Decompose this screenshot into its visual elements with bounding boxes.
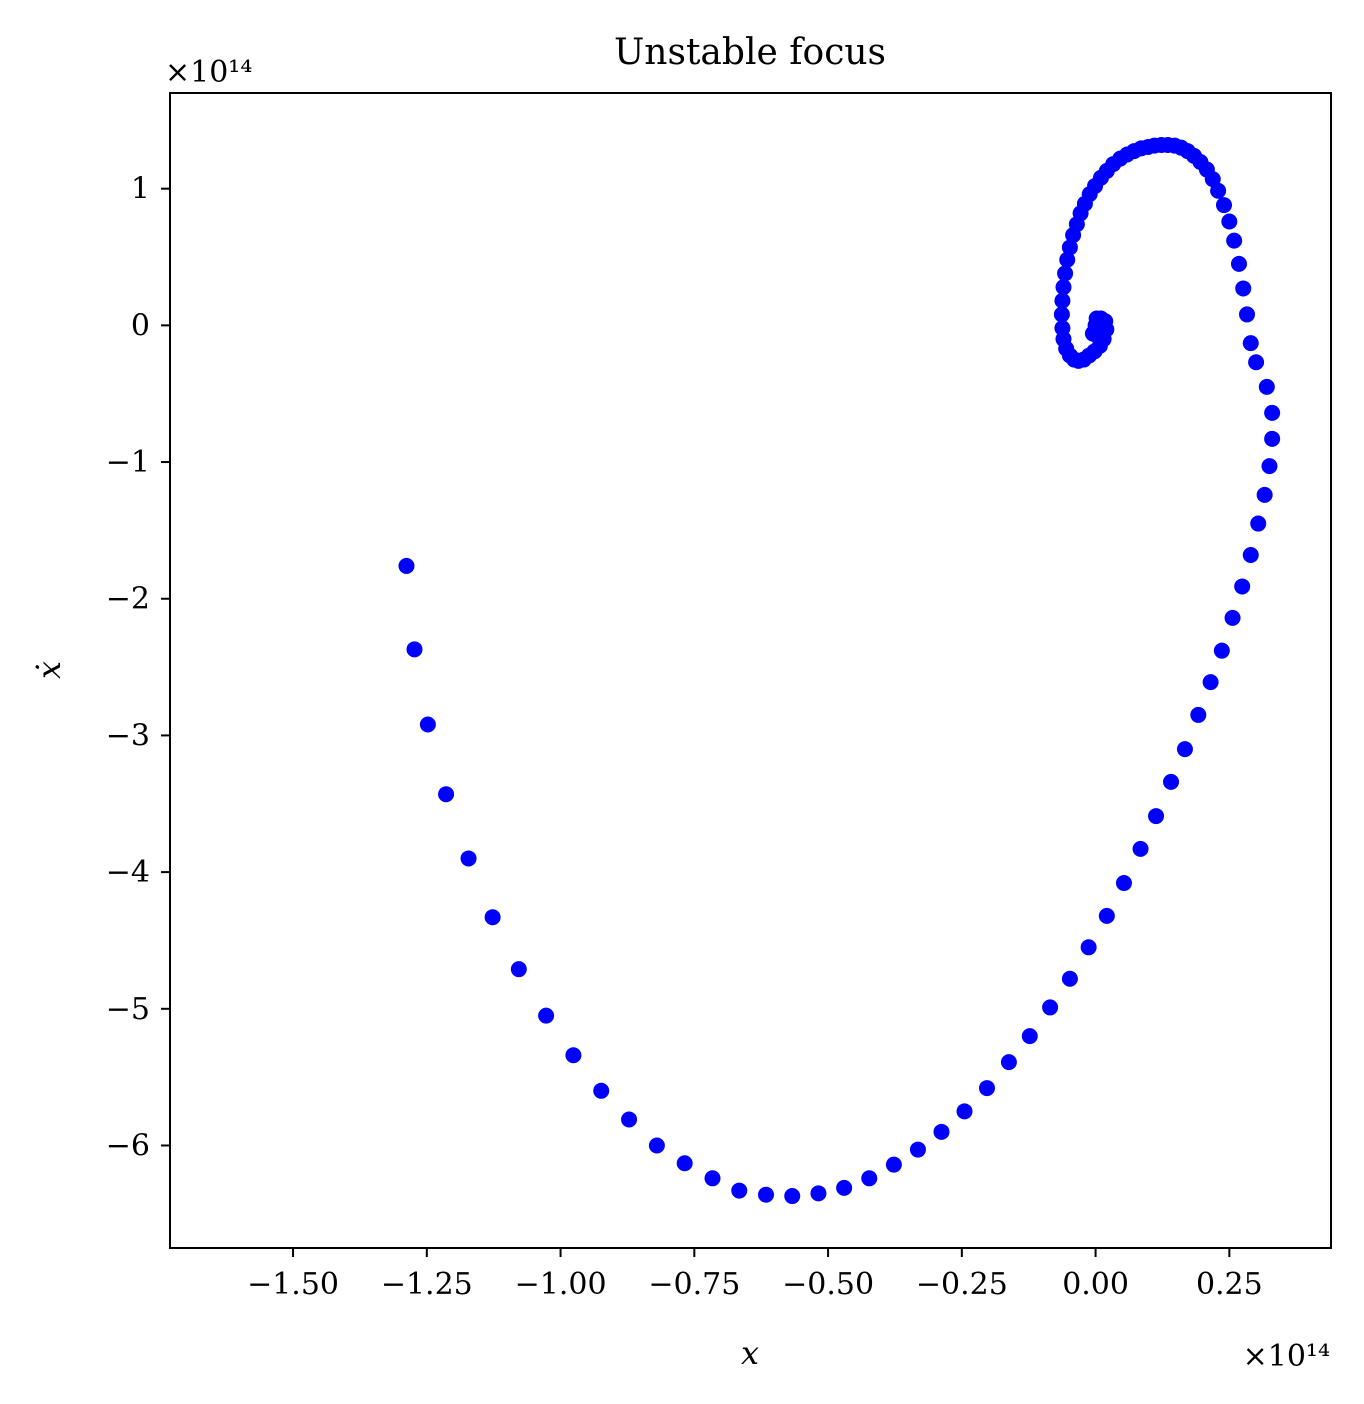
data-point	[1264, 430, 1281, 447]
data-point	[676, 1155, 693, 1172]
x-tick-label: −0.75	[648, 1267, 740, 1302]
y-tick-label: −1	[106, 445, 150, 480]
data-point	[419, 716, 436, 733]
y-tick-label: −6	[106, 1128, 150, 1163]
data-point	[933, 1123, 950, 1140]
data-point	[510, 961, 527, 978]
data-point	[1080, 939, 1097, 956]
data-point	[1213, 642, 1230, 659]
data-point	[1239, 306, 1256, 323]
data-point	[1258, 378, 1275, 395]
data-point	[1163, 773, 1180, 790]
data-point	[648, 1137, 665, 1154]
data-point	[406, 641, 423, 658]
data-point	[1053, 306, 1070, 323]
data-point	[460, 850, 477, 867]
data-point	[836, 1179, 853, 1196]
data-point	[1190, 706, 1207, 723]
y-tick-label: −5	[106, 992, 150, 1027]
data-point	[1226, 232, 1243, 249]
data-point	[538, 1007, 555, 1024]
data-point	[1224, 609, 1241, 626]
data-point	[398, 557, 415, 574]
data-point	[1202, 674, 1219, 691]
data-point	[1054, 320, 1071, 337]
x-ticks: −1.50 −1.25 −1.00 −0.75 −0.50 −0.25 0.00 0.25	[247, 1248, 1263, 1302]
chart-title: Unstable focus	[614, 32, 886, 73]
x-tick-label: −1.50	[247, 1267, 339, 1302]
data-point	[1000, 1054, 1017, 1071]
data-point	[1057, 265, 1074, 282]
data-point	[593, 1082, 610, 1099]
plot-frame	[169, 92, 1332, 1249]
x-tick-label: −1.00	[515, 1267, 607, 1302]
data-point	[621, 1111, 638, 1128]
y-tick-label: 1	[131, 172, 150, 207]
data-point	[1055, 279, 1072, 296]
data-point	[484, 909, 501, 926]
data-point	[1234, 578, 1251, 595]
data-point	[1210, 182, 1227, 199]
data-point	[1132, 840, 1149, 857]
data-point	[1061, 970, 1078, 987]
data-point	[565, 1047, 582, 1064]
data-point	[1059, 251, 1076, 268]
data-point	[1250, 515, 1267, 532]
data-point	[885, 1156, 902, 1173]
data-point	[1242, 547, 1259, 563]
data-point	[1221, 213, 1238, 230]
data-point	[1242, 335, 1259, 352]
data-point	[1115, 875, 1132, 892]
x-tick-label: −0.50	[782, 1267, 874, 1302]
data-point	[1248, 354, 1265, 371]
data-point	[1098, 907, 1115, 924]
data-point	[956, 1103, 973, 1120]
data-points	[398, 136, 1281, 1205]
data-point	[861, 1170, 878, 1187]
data-point	[1148, 808, 1165, 825]
data-point	[1042, 999, 1059, 1016]
data-point	[1215, 197, 1232, 214]
data-point	[810, 1185, 827, 1202]
x-tick-label: 0.25	[1196, 1267, 1263, 1302]
data-point	[438, 786, 455, 803]
data-point	[784, 1188, 801, 1205]
data-point	[758, 1186, 775, 1203]
y-offset-text: ×10¹⁴	[165, 55, 252, 90]
y-tick-label: 0	[131, 308, 150, 343]
data-point	[978, 1080, 995, 1097]
x-tick-label: 0.00	[1062, 1267, 1129, 1302]
data-point	[1264, 404, 1281, 421]
data-point	[1021, 1028, 1038, 1045]
x-tick-label: −0.25	[916, 1267, 1008, 1302]
y-ticks: −6 −5 −4 −3 −2 −1 0 1	[106, 172, 170, 1163]
data-point	[1061, 239, 1078, 256]
data-point	[1235, 280, 1252, 297]
x-axis-label: x	[741, 1334, 759, 1372]
data-point	[1054, 292, 1071, 309]
y-tick-label: −2	[106, 582, 150, 617]
x-tick-label: −1.25	[381, 1267, 473, 1302]
y-tick-label: −4	[106, 855, 150, 890]
y-tick-label: −3	[106, 718, 150, 753]
data-point	[704, 1170, 721, 1187]
data-point	[1230, 255, 1247, 272]
data-point	[1261, 458, 1278, 475]
x-offset-text: ×10¹⁴	[1243, 1339, 1330, 1374]
data-point	[731, 1182, 748, 1199]
data-point	[1256, 486, 1273, 503]
data-point	[909, 1141, 926, 1158]
y-axis-label: ẋ	[30, 661, 68, 679]
data-point	[1176, 741, 1193, 758]
